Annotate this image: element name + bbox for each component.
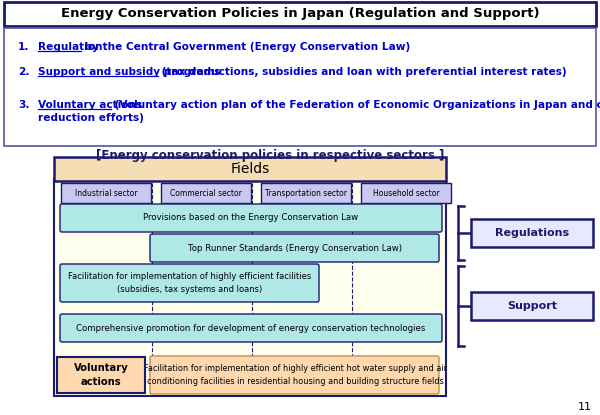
Text: 3.: 3. <box>18 100 29 110</box>
Text: Facilitation for implementation of highly efficient hot water supply and air
con: Facilitation for implementation of highl… <box>143 364 446 386</box>
Text: (tax deductions, subsidies and loan with preferential interest rates): (tax deductions, subsidies and loan with… <box>158 67 567 77</box>
FancyBboxPatch shape <box>150 234 439 262</box>
FancyBboxPatch shape <box>4 2 596 26</box>
Text: Top Runner Standards (Energy Conservation Law): Top Runner Standards (Energy Conservatio… <box>188 244 402 252</box>
Text: reduction efforts): reduction efforts) <box>38 113 144 123</box>
FancyBboxPatch shape <box>150 356 439 394</box>
FancyBboxPatch shape <box>60 314 442 342</box>
FancyBboxPatch shape <box>361 183 451 203</box>
Text: Facilitation for implementation of highly efficient facilities
(subsidies, tax s: Facilitation for implementation of highl… <box>68 272 311 294</box>
Text: Regulation: Regulation <box>38 42 103 52</box>
Text: Industrial sector: Industrial sector <box>74 188 137 198</box>
FancyBboxPatch shape <box>54 157 446 181</box>
Text: Voluntary actions: Voluntary actions <box>38 100 142 110</box>
Text: 1.: 1. <box>18 42 29 52</box>
FancyBboxPatch shape <box>161 183 251 203</box>
Text: Support and subsidy programs: Support and subsidy programs <box>38 67 221 77</box>
Text: Household sector: Household sector <box>373 188 439 198</box>
Text: Commercial sector: Commercial sector <box>170 188 242 198</box>
Text: 2.: 2. <box>18 67 29 77</box>
FancyBboxPatch shape <box>54 179 446 396</box>
Text: Support: Support <box>507 301 557 311</box>
FancyBboxPatch shape <box>60 204 442 232</box>
Text: 11: 11 <box>578 402 592 412</box>
Text: [Energy conservation policies in respective sectors ]: [Energy conservation policies in respect… <box>96 149 444 161</box>
Text: Transportation sector: Transportation sector <box>265 188 347 198</box>
Text: Fields: Fields <box>230 162 269 176</box>
FancyBboxPatch shape <box>471 219 593 247</box>
FancyBboxPatch shape <box>61 183 151 203</box>
Text: Comprehensive promotion for development of energy conservation technologies: Comprehensive promotion for development … <box>76 324 425 332</box>
FancyBboxPatch shape <box>261 183 351 203</box>
Text: (Voluntary action plan of the Federation of Economic Organizations in Japan and : (Voluntary action plan of the Federation… <box>111 100 600 110</box>
FancyBboxPatch shape <box>57 357 145 393</box>
FancyBboxPatch shape <box>60 264 319 302</box>
Text: Energy Conservation Policies in Japan (Regulation and Support): Energy Conservation Policies in Japan (R… <box>61 7 539 20</box>
Text: Regulations: Regulations <box>495 228 569 238</box>
FancyBboxPatch shape <box>471 292 593 320</box>
Text: by the Central Government (Energy Conservation Law): by the Central Government (Energy Conser… <box>81 42 410 52</box>
FancyBboxPatch shape <box>4 28 596 146</box>
Text: Provisions based on the Energy Conservation Law: Provisions based on the Energy Conservat… <box>143 213 359 222</box>
Text: Voluntary
actions: Voluntary actions <box>74 364 128 387</box>
